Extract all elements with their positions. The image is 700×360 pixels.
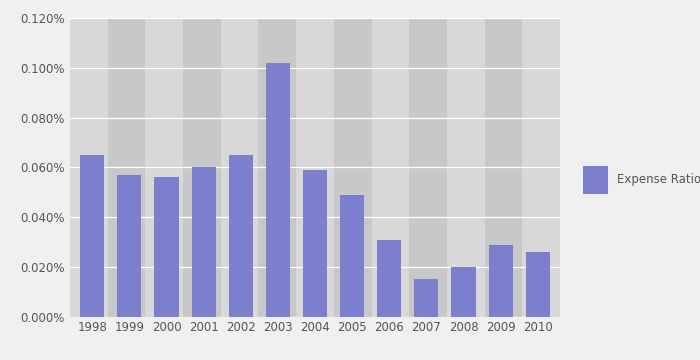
- Bar: [229, 155, 253, 317]
- Bar: [192, 167, 216, 317]
- Bar: [484, 18, 522, 317]
- Bar: [340, 195, 364, 317]
- Bar: [526, 252, 550, 317]
- Bar: [296, 18, 334, 317]
- Bar: [258, 18, 296, 317]
- Bar: [489, 244, 512, 317]
- Bar: [447, 18, 484, 317]
- Bar: [303, 170, 327, 317]
- Bar: [334, 18, 372, 317]
- Bar: [522, 18, 560, 317]
- Bar: [583, 166, 608, 194]
- Bar: [118, 175, 141, 317]
- Bar: [146, 18, 183, 317]
- Text: Expense Ratio: Expense Ratio: [617, 174, 700, 186]
- Bar: [80, 155, 104, 317]
- Bar: [372, 18, 410, 317]
- Bar: [410, 18, 447, 317]
- Bar: [377, 240, 401, 317]
- Bar: [266, 63, 290, 317]
- Bar: [452, 267, 475, 317]
- Bar: [414, 279, 438, 317]
- Bar: [155, 177, 178, 317]
- Bar: [70, 18, 108, 317]
- Bar: [220, 18, 258, 317]
- Bar: [108, 18, 146, 317]
- Bar: [183, 18, 220, 317]
